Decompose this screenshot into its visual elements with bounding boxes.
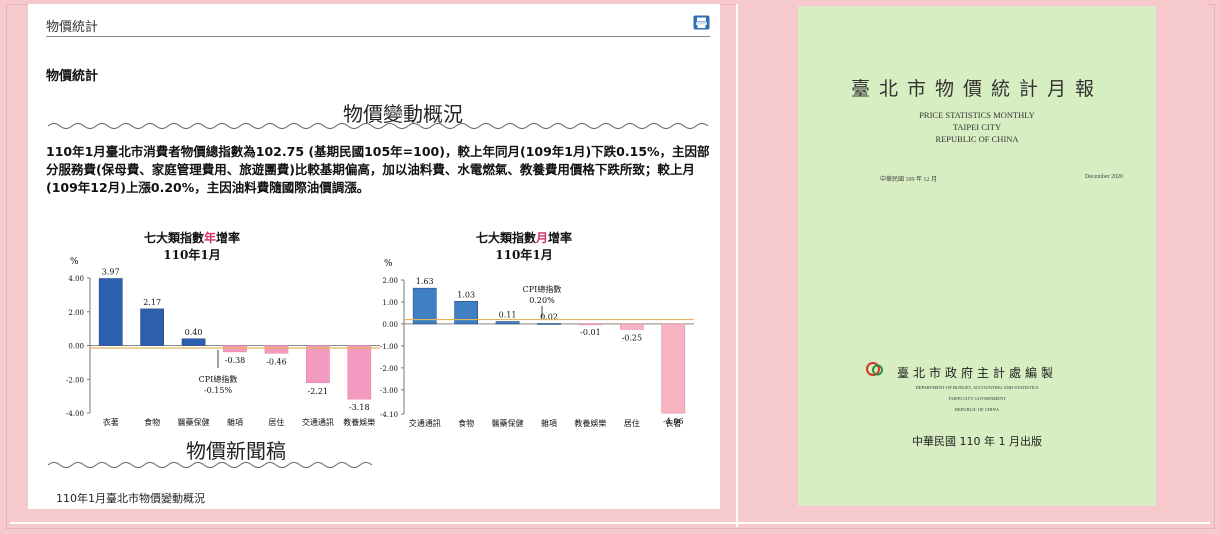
x-tick-label: 食物	[144, 417, 160, 427]
y-tick-label: 0.00	[68, 343, 84, 351]
content-panel: 物價統計 物價統計 物價變動概況 110年1月臺北市消費者物價總指數為102.7…	[28, 4, 720, 509]
chart-bar	[223, 345, 247, 353]
cpi-label: CPI總指數	[199, 374, 238, 384]
x-tick-label: 教養娛樂	[343, 417, 375, 427]
cover-date-zh: 中華民國 109 年 12 月	[880, 177, 938, 183]
monthly-growth-chart: 七大類指數月增率 110年1月% 2.00 1.00 0.00 -1.00 -2.00 -3.…	[380, 230, 694, 428]
x-tick-label: 衣著	[103, 417, 119, 427]
chart-bar	[661, 323, 686, 414]
chart-bar	[264, 345, 289, 354]
cover-publish-date: 中華民國 110 年 1 月出版	[912, 435, 1042, 448]
y-tick-label: -3.00	[380, 387, 398, 395]
bar-value-label: -4.06	[663, 417, 684, 426]
panel-header-title: 物價統計	[46, 20, 99, 35]
chart-bar	[347, 345, 372, 400]
panel-divider	[736, 4, 738, 527]
chart-bar	[181, 338, 206, 346]
wave-divider	[48, 123, 709, 129]
chart-bar	[306, 345, 330, 384]
chart-subtitle: 110年1月	[163, 247, 220, 262]
cover-government-en: TAIPEI CITY GOVERNMENT	[948, 396, 1006, 401]
cpi-value-label: -0.15%	[204, 386, 233, 395]
chart-bar	[495, 321, 520, 325]
cover-english-country: REPUBLIC OF CHINA	[935, 134, 1019, 144]
cpi-label: CPI總指數	[523, 284, 562, 294]
x-tick-label: 雜項	[227, 417, 243, 427]
government-logo-icon	[866, 362, 883, 376]
chart-bar	[412, 287, 437, 325]
heading-price-changes: 物價變動概況	[343, 102, 463, 126]
section-title: 物價統計	[46, 69, 99, 84]
y-tick-label: -2.00	[66, 376, 84, 384]
x-tick-label: 居住	[624, 418, 640, 428]
x-tick-label: 食物	[458, 418, 474, 428]
chart-bar	[537, 323, 561, 325]
y-tick-label: 2.00	[68, 309, 84, 317]
summary-paragraph: 110年1月臺北市消費者物價總指數為102.75 (基期民國105年=100)，…	[46, 144, 710, 195]
x-tick-label: 教養娛樂	[574, 418, 606, 428]
cover-english-title: PRICE STATISTICS MONTHLY	[919, 110, 1035, 120]
cover-panel: 臺北市物價統計月報 PRICE STATISTICS MONTHLY TAIPE…	[738, 4, 1208, 522]
chart-unit-label: %	[384, 259, 393, 269]
y-tick-label: -4.00	[66, 410, 84, 418]
chart-subtitle: 110年1月	[495, 247, 552, 262]
x-tick-label: 交通通訊	[409, 418, 441, 428]
chart-bar	[454, 301, 478, 325]
wave-divider	[48, 462, 372, 468]
chart-unit-label: %	[70, 257, 79, 267]
cover-title: 臺北市物價統計月報	[850, 78, 1103, 100]
y-tick-label: 1.00	[382, 299, 398, 307]
heading-press-release: 物價新聞稿	[186, 439, 286, 463]
bar-value-label: 3.97	[102, 268, 120, 277]
chart-bar	[578, 323, 603, 326]
bar-value-label: -0.46	[266, 357, 287, 366]
bar-value-label: 2.17	[143, 298, 161, 307]
bar-value-label: 1.03	[457, 290, 475, 299]
bar-value-label: 0.02	[540, 312, 558, 321]
cover-department: 臺北市政府主計處編製	[896, 366, 1057, 380]
x-tick-label: 雜項	[541, 418, 557, 428]
bar-value-label: 0.11	[499, 311, 517, 320]
chart-bar	[620, 323, 644, 330]
x-tick-label: 衣著	[665, 418, 681, 428]
press-release-link[interactable]: 110年1月臺北市物價變動概況	[56, 492, 205, 505]
chart-bar	[140, 308, 164, 346]
printer-icon[interactable]	[693, 15, 710, 30]
bar-value-label: 1.63	[416, 277, 434, 286]
cover-english-city: TAIPEI CITY	[952, 122, 1002, 132]
cpi-value-label: 0.20%	[529, 296, 555, 305]
bar-value-label: -2.21	[308, 387, 329, 396]
y-tick-label: -2.00	[380, 365, 398, 373]
y-tick-label: -4.10	[380, 411, 398, 419]
report-cover[interactable]: 臺北市物價統計月報 PRICE STATISTICS MONTHLY TAIPE…	[798, 6, 1156, 506]
x-tick-label: 交通通訊	[302, 417, 334, 427]
x-tick-label: 居住	[268, 417, 284, 427]
y-tick-label: 0.00	[382, 321, 398, 329]
cover-department-en: DEPARTMENT OF BUDGET, ACCOUNTING AND STA…	[915, 385, 1039, 390]
cover-country-en: REPUBLIC OF CHINA	[954, 407, 999, 412]
chart-title: 七大類指數年增率	[144, 230, 240, 245]
cover-date-en: December 2020	[1085, 174, 1124, 180]
bar-value-label: -0.01	[580, 328, 601, 337]
panel-header: 物價統計	[46, 10, 710, 37]
y-tick-label: 2.00	[382, 277, 398, 285]
bar-value-label: -3.18	[349, 403, 370, 412]
chart-title: 七大類指數月增率	[476, 230, 572, 245]
bottom-border	[10, 522, 1210, 524]
annual-growth-chart: 七大類指數年增率 110年1月% 4.00 2.00 0.00 -2.00 -4.00 3.9…	[66, 230, 380, 427]
x-tick-label: 醫藥保健	[178, 417, 210, 427]
y-tick-label: 4.00	[68, 275, 84, 283]
y-tick-label: -1.00	[380, 343, 398, 351]
bar-value-label: -0.38	[225, 356, 246, 365]
bar-value-label: -0.25	[622, 333, 643, 342]
bar-value-label: 0.40	[185, 328, 203, 337]
chart-bar	[98, 278, 123, 346]
x-tick-label: 醫藥保健	[492, 418, 524, 428]
